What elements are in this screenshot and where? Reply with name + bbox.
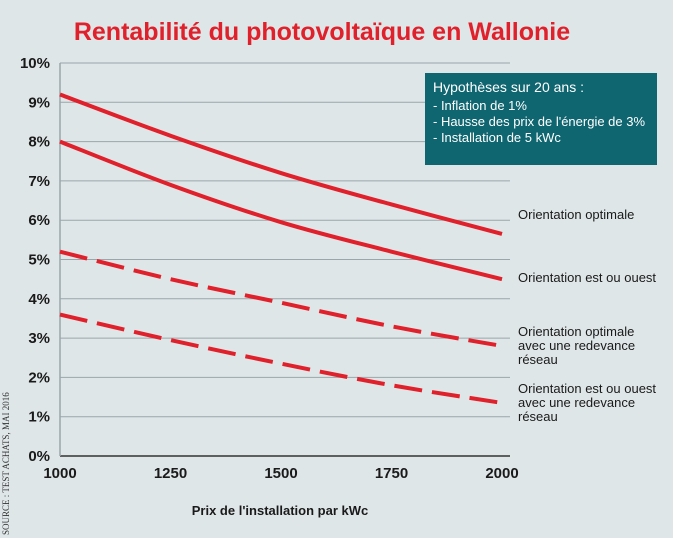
series-label: Orientation optimale — [518, 207, 634, 222]
series-label: avec une redevance — [518, 395, 635, 410]
series-line-1 — [59, 92, 503, 236]
series-label: Orientation optimale — [518, 324, 634, 339]
series-label: avec une redevance — [518, 338, 635, 353]
y-tick-label: 4% — [28, 291, 50, 308]
series-label: Orientation est ou ouest — [518, 270, 656, 285]
y-tick-label: 6% — [28, 212, 50, 229]
y-tick-label: 8% — [28, 134, 50, 151]
series-label: Orientation est ou ouest — [518, 381, 656, 396]
series-line-2 — [59, 139, 503, 282]
x-axis-label: Prix de l'installation par kWc — [192, 503, 368, 518]
x-tick-label: 1250 — [154, 465, 187, 482]
y-tick-label: 10% — [20, 55, 50, 72]
y-tick-label: 7% — [28, 173, 50, 190]
x-tick-label: 1000 — [43, 465, 76, 482]
y-tick-label: 9% — [28, 94, 50, 111]
x-tick-label: 1750 — [375, 465, 408, 482]
x-tick-label: 2000 — [485, 465, 518, 482]
hypothesis-item: - Hausse des prix de l'énergie de 3% — [433, 114, 646, 129]
y-tick-label: 1% — [28, 409, 50, 426]
y-tick-label: 0% — [28, 448, 50, 465]
y-tick-label: 2% — [28, 369, 50, 386]
series-label: réseau — [518, 409, 558, 424]
series-label: réseau — [518, 352, 558, 367]
series-line-4 — [59, 312, 503, 405]
source-note: SOURCE : TEST ACHATS, MAI 2016 — [1, 392, 11, 535]
hypotheses-box: Hypothèses sur 20 ans : - Inflation de 1… — [425, 73, 657, 165]
hypothesis-item: - Installation de 5 kWc — [433, 130, 561, 145]
chart-title: Rentabilité du photovoltaïque en Walloni… — [74, 18, 570, 46]
y-tick-label: 5% — [28, 252, 50, 269]
hypothesis-item: - Inflation de 1% — [433, 98, 527, 113]
x-tick-label: 1500 — [264, 465, 297, 482]
y-tick-label: 3% — [28, 330, 50, 347]
hypotheses-title: Hypothèses sur 20 ans : — [433, 79, 584, 95]
